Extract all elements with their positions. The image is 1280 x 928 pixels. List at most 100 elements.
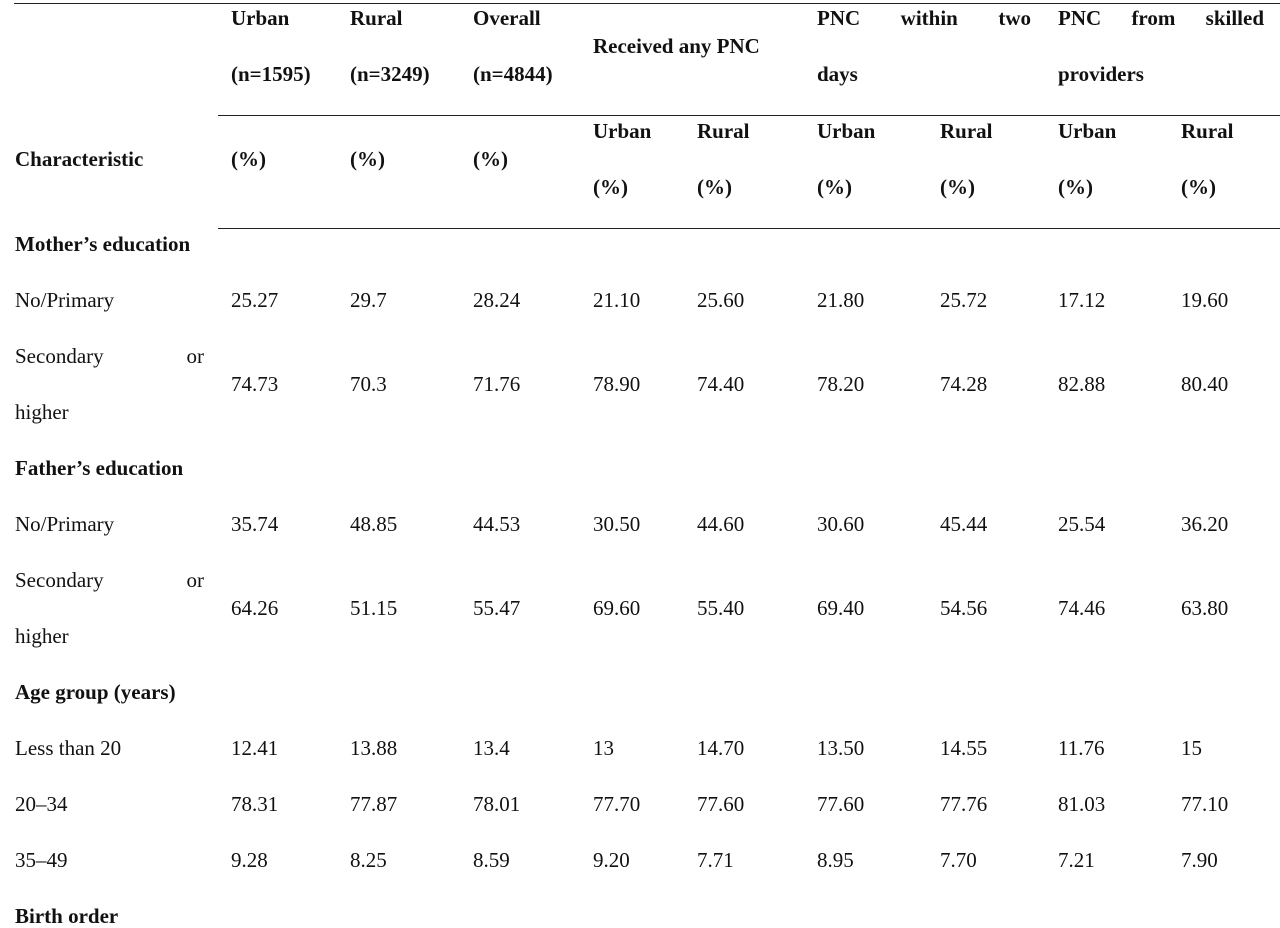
row-label-word2: or [186, 344, 205, 368]
col-overall-unit: (%) [473, 147, 508, 171]
table-cell: 74.28 [940, 372, 988, 396]
col-any-pnc-header: Received any PNC [593, 34, 760, 58]
pnc-skilled-word1: PNC [1058, 6, 1102, 30]
table-cell: 55.40 [697, 596, 745, 620]
row-label-line2: higher [15, 400, 69, 424]
row-label-word1: Secondary [15, 344, 104, 368]
col-urban-header: Urban [231, 6, 290, 30]
table-cell: 35.74 [231, 512, 279, 536]
section-title: Age group (years) [15, 680, 176, 704]
pnc-two-days-word3: two [998, 6, 1031, 30]
two-days-urban-unit: (%) [817, 175, 852, 199]
any-pnc-urban-unit: (%) [593, 175, 628, 199]
row-label: No/Primary [15, 512, 115, 536]
col-urban-unit: (%) [231, 147, 266, 171]
table-cell: 36.20 [1181, 512, 1229, 536]
table-cell: 44.60 [697, 512, 745, 536]
table-cell: 77.87 [350, 792, 398, 816]
table-cell: 30.60 [817, 512, 865, 536]
skilled-rural-sub: Rural [1181, 119, 1234, 143]
table-cell: 78.31 [231, 792, 279, 816]
table-cell: 44.53 [473, 512, 521, 536]
table-cell: 54.56 [940, 596, 988, 620]
table-cell: 51.15 [350, 596, 398, 620]
col-overall-n: (n=4844) [473, 62, 553, 86]
col-rural-n: (n=3249) [350, 62, 430, 86]
two-days-rural-unit: (%) [940, 175, 975, 199]
table-cell: 78.90 [593, 372, 641, 396]
table-cell: 63.80 [1181, 596, 1229, 620]
table-cell: 69.40 [817, 596, 865, 620]
table-cell: 21.10 [593, 288, 641, 312]
table-cell: 8.59 [473, 848, 510, 872]
col-rural-unit: (%) [350, 147, 385, 171]
any-pnc-urban-sub: Urban [593, 119, 652, 143]
pnc-skilled-word2: from [1131, 6, 1176, 30]
table-cell: 77.60 [697, 792, 745, 816]
table-cell: 78.20 [817, 372, 865, 396]
table-cell: 14.70 [697, 736, 745, 760]
table-cell: 45.44 [940, 512, 988, 536]
table-cell: 11.76 [1058, 736, 1105, 760]
table-cell: 74.73 [231, 372, 279, 396]
row-label: Secondary or [15, 568, 204, 592]
pnc-two-days-word1: PNC [817, 6, 861, 30]
table-cell: 70.3 [350, 372, 387, 396]
header-mid-rule [218, 115, 1280, 116]
table-cell: 13.50 [817, 736, 865, 760]
table-cell: 71.76 [473, 372, 521, 396]
header-bottom-rule [218, 228, 1280, 229]
table-cell: 64.26 [231, 596, 279, 620]
table-cell: 55.47 [473, 596, 521, 620]
table-cell: 77.76 [940, 792, 988, 816]
row-label: 20–34 [15, 792, 68, 816]
skilled-rural-unit: (%) [1181, 175, 1216, 199]
any-pnc-rural-sub: Rural [697, 119, 750, 143]
row-label: No/Primary [15, 288, 115, 312]
table-cell: 82.88 [1058, 372, 1106, 396]
row-label: Less than 20 [15, 736, 122, 760]
table-top-rule [14, 3, 1280, 4]
col-urban-n: (n=1595) [231, 62, 311, 86]
pnc-two-days-line2: days [817, 62, 858, 86]
table-cell: 19.60 [1181, 288, 1229, 312]
table-cell: 13.88 [350, 736, 398, 760]
pnc-two-days-word2: within [900, 6, 958, 30]
table-cell: 77.70 [593, 792, 641, 816]
table-cell: 12.41 [231, 736, 279, 760]
col-rural-header: Rural [350, 6, 403, 30]
any-pnc-rural-unit: (%) [697, 175, 732, 199]
col-pnc-skilled-header: PNC from skilled [1058, 6, 1264, 30]
two-days-rural-sub: Rural [940, 119, 993, 143]
table-cell: 77.10 [1181, 792, 1229, 816]
table-cell: 48.85 [350, 512, 398, 536]
section-title: Birth order [15, 904, 119, 928]
table-cell: 7.71 [697, 848, 734, 872]
pnc-skilled-word3: skilled [1205, 6, 1264, 30]
table-cell: 80.40 [1181, 372, 1229, 396]
table-cell: 9.28 [231, 848, 268, 872]
row-label-line2: higher [15, 624, 69, 648]
skilled-urban-unit: (%) [1058, 175, 1093, 199]
table-cell: 30.50 [593, 512, 641, 536]
table-cell: 8.95 [817, 848, 854, 872]
row-label: 35–49 [15, 848, 68, 872]
table-cell: 7.70 [940, 848, 977, 872]
characteristic-header: Characteristic [15, 147, 144, 171]
table-cell: 74.46 [1058, 596, 1106, 620]
table-cell: 9.20 [593, 848, 630, 872]
table-cell: 74.40 [697, 372, 745, 396]
table-cell: 25.54 [1058, 512, 1106, 536]
table-cell: 7.90 [1181, 848, 1218, 872]
table-cell: 8.25 [350, 848, 387, 872]
row-label-word1: Secondary [15, 568, 104, 592]
col-pnc-two-days-header: PNC within two [817, 6, 1031, 30]
col-overall-header: Overall [473, 6, 541, 30]
row-label: Secondary or [15, 344, 204, 368]
table-cell: 17.12 [1058, 288, 1106, 312]
table-cell: 25.72 [940, 288, 988, 312]
section-title: Mother’s education [15, 232, 191, 256]
table-cell: 7.21 [1058, 848, 1095, 872]
table-cell: 13.4 [473, 736, 510, 760]
